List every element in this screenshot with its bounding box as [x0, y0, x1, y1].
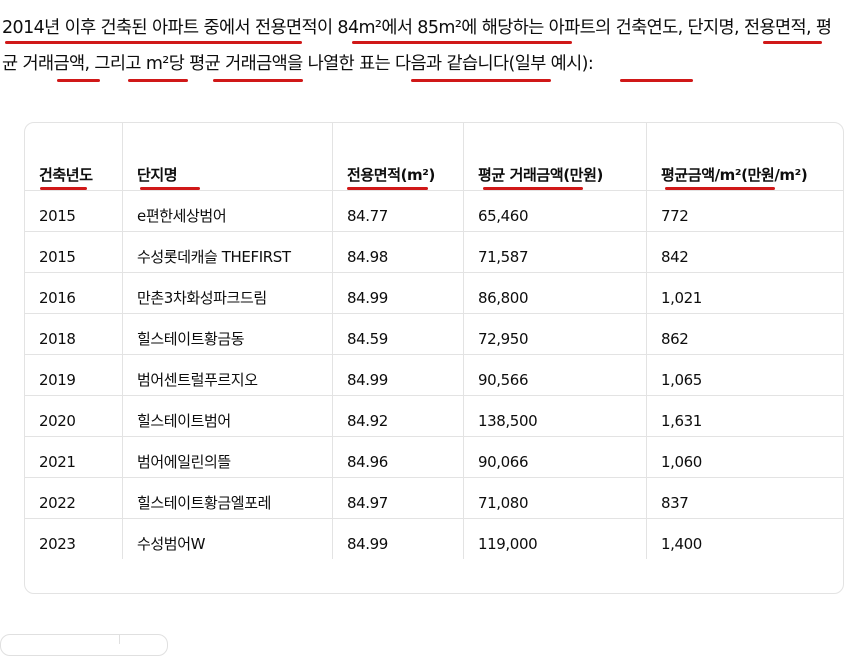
header-avg-price: 평균 거래금액(만원): [463, 123, 647, 191]
cell-avg-price: 65,460: [463, 190, 647, 232]
cell-avg-price: 71,587: [463, 231, 647, 273]
table-row: 2020 힐스테이트범어 84.92 138,500 1,631: [25, 395, 843, 437]
header-price-per-m2: 평균금액/m²(만원/m²): [646, 123, 843, 191]
table-row: 2023 수성범어W 84.99 119,000 1,400: [25, 518, 843, 559]
cell-area: 84.99: [332, 272, 464, 314]
table-row: 2018 힐스테이트황금동 84.59 72,950 862: [25, 313, 843, 355]
cell-complex: 수성롯데캐슬 THEFIRST: [122, 231, 333, 273]
cell-complex: 힐스테이트황금엘포레: [122, 477, 333, 519]
annotation-underline: [347, 187, 428, 190]
cell-price-per-m2: 1,021: [646, 272, 843, 314]
bottom-toolbar[interactable]: [0, 634, 168, 656]
cell-avg-price: 71,080: [463, 477, 647, 519]
header-year: 건축년도: [25, 123, 123, 191]
cell-area: 84.96: [332, 436, 464, 478]
cell-complex: 범어센트럴푸르지오: [122, 354, 333, 396]
cell-area: 84.92: [332, 395, 464, 437]
cell-year: 2023: [25, 518, 123, 559]
cell-price-per-m2: 1,060: [646, 436, 843, 478]
cell-avg-price: 138,500: [463, 395, 647, 437]
cell-year: 2019: [25, 354, 123, 396]
cell-year: 2015: [25, 231, 123, 273]
annotation-underline: [411, 79, 551, 82]
cell-year: 2021: [25, 436, 123, 478]
cell-price-per-m2: 772: [646, 190, 843, 232]
cell-price-per-m2: 842: [646, 231, 843, 273]
annotation-underline: [483, 187, 583, 190]
cell-area: 84.99: [332, 354, 464, 396]
cell-price-per-m2: 862: [646, 313, 843, 355]
cell-year: 2022: [25, 477, 123, 519]
annotation-underline: [620, 79, 693, 82]
table-row: 2019 범어센트럴푸르지오 84.99 90,566 1,065: [25, 354, 843, 396]
cell-area: 84.59: [332, 313, 464, 355]
cell-avg-price: 90,066: [463, 436, 647, 478]
cell-avg-price: 90,566: [463, 354, 647, 396]
table-row: 2015 e편한세상범어 84.77 65,460 772: [25, 190, 843, 232]
cell-year: 2015: [25, 190, 123, 232]
header-area: 전용면적(m²): [332, 123, 464, 191]
cell-complex: 수성범어W: [122, 518, 333, 559]
cell-price-per-m2: 1,065: [646, 354, 843, 396]
annotation-underline: [763, 41, 822, 44]
cell-area: 84.99: [332, 518, 464, 559]
annotation-underline: [128, 79, 188, 82]
table-row: 2015 수성롯데캐슬 THEFIRST 84.98 71,587 842: [25, 231, 843, 273]
cell-year: 2016: [25, 272, 123, 314]
annotation-underline: [5, 41, 302, 44]
table-row: 2022 힐스테이트황금엘포레 84.97 71,080 837: [25, 477, 843, 519]
cell-complex: 만촌3차화성파크드림: [122, 272, 333, 314]
toolbar-divider: [119, 634, 120, 644]
cell-price-per-m2: 1,400: [661, 535, 702, 553]
cell-area: 84.97: [332, 477, 464, 519]
cell-year: 2018: [25, 313, 123, 355]
cell-avg-price: 86,800: [463, 272, 647, 314]
table-row: 2021 범어에일린의뜰 84.96 90,066 1,060: [25, 436, 843, 478]
cell-year: 2020: [25, 395, 123, 437]
annotation-underline: [213, 79, 303, 82]
annotation-underline: [665, 187, 775, 190]
apartment-table: 건축년도 단지명 전용면적(m²) 평균 거래금액(만원) 평균금액/m²(만원…: [24, 122, 844, 594]
cell-area: 84.98: [332, 231, 464, 273]
annotation-underline: [40, 187, 87, 190]
header-complex: 단지명: [122, 123, 333, 191]
cell-price-per-m2: 1,631: [646, 395, 843, 437]
annotation-underline: [352, 41, 572, 44]
intro-text: 2014년 이후 건축된 아파트 중에서 전용면적이 84m²에서 85m²에 …: [2, 18, 832, 74]
cell-avg-price: 72,950: [463, 313, 647, 355]
cell-area: 84.77: [332, 190, 464, 232]
annotation-underline: [57, 79, 100, 82]
cell-avg-price: 119,000: [463, 518, 647, 559]
table-header-row: 건축년도 단지명 전용면적(m²) 평균 거래금액(만원) 평균금액/m²(만원…: [25, 123, 843, 191]
cell-complex: 힐스테이트황금동: [122, 313, 333, 355]
cell-complex: e편한세상범어: [122, 190, 333, 232]
table-row: 2016 만촌3차화성파크드림 84.99 86,800 1,021: [25, 272, 843, 314]
annotation-underline: [140, 187, 200, 190]
cell-complex: 범어에일린의뜰: [122, 436, 333, 478]
cell-complex: 힐스테이트범어: [122, 395, 333, 437]
cell-price-per-m2: 837: [646, 477, 843, 519]
